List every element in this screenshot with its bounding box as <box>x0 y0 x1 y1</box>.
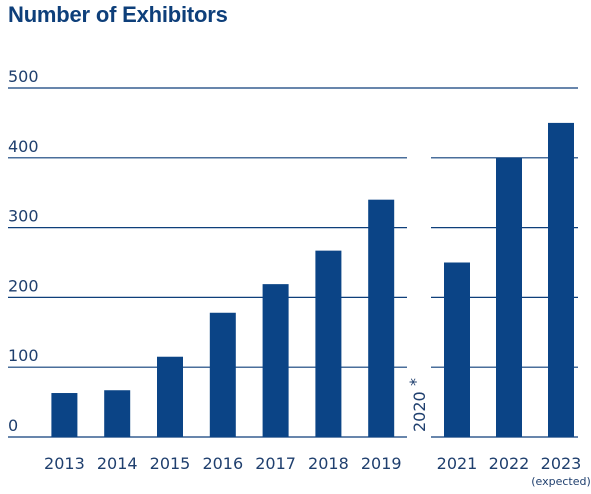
y-tick-label: 100 <box>8 346 39 365</box>
y-tick-label: 0 <box>8 416 18 435</box>
gap-year-label: 2020 <box>410 391 429 432</box>
x-tick-label-2021: 2021 <box>437 454 478 473</box>
gap-year-footnote-mark: * <box>406 378 425 386</box>
bar-2021 <box>444 262 470 437</box>
bar-2018 <box>315 250 342 437</box>
chart-title: Number of Exhibitors <box>8 2 228 27</box>
bar-2013 <box>51 393 78 437</box>
bar-2016 <box>209 312 236 437</box>
bar-2017 <box>262 284 289 437</box>
x-tick-label-2016: 2016 <box>202 454 243 473</box>
x-tick-label-2014: 2014 <box>97 454 138 473</box>
x-axis-labels: 2013 2014 2015 2016 2017 2018 2019 2021 2022 2023 <box>44 454 581 473</box>
x-tick-label-2019: 2019 <box>361 454 402 473</box>
bar-2019 <box>368 199 395 437</box>
x-tick-label-2022: 2022 <box>489 454 530 473</box>
grid-lines <box>8 87 578 438</box>
x-tick-label-2017: 2017 <box>255 454 296 473</box>
y-tick-label: 300 <box>8 207 39 226</box>
bar-2014 <box>104 390 131 437</box>
bar-2015 <box>157 356 183 437</box>
x-tick-label-2015: 2015 <box>150 454 191 473</box>
bar-2023 <box>548 122 574 438</box>
y-tick-label: 200 <box>8 276 39 295</box>
y-tick-label: 400 <box>8 137 39 156</box>
x-tick-label-2023: 2023 <box>541 454 582 473</box>
bar-2022 <box>496 157 522 438</box>
x-tick-label-2018: 2018 <box>308 454 349 473</box>
y-tick-label: 500 <box>8 67 39 86</box>
bars <box>51 122 574 438</box>
y-axis-ticks: 0 100 200 300 400 500 <box>8 67 39 435</box>
x-tick-label-2013: 2013 <box>44 454 85 473</box>
expected-annotation: (expected) <box>531 475 591 488</box>
